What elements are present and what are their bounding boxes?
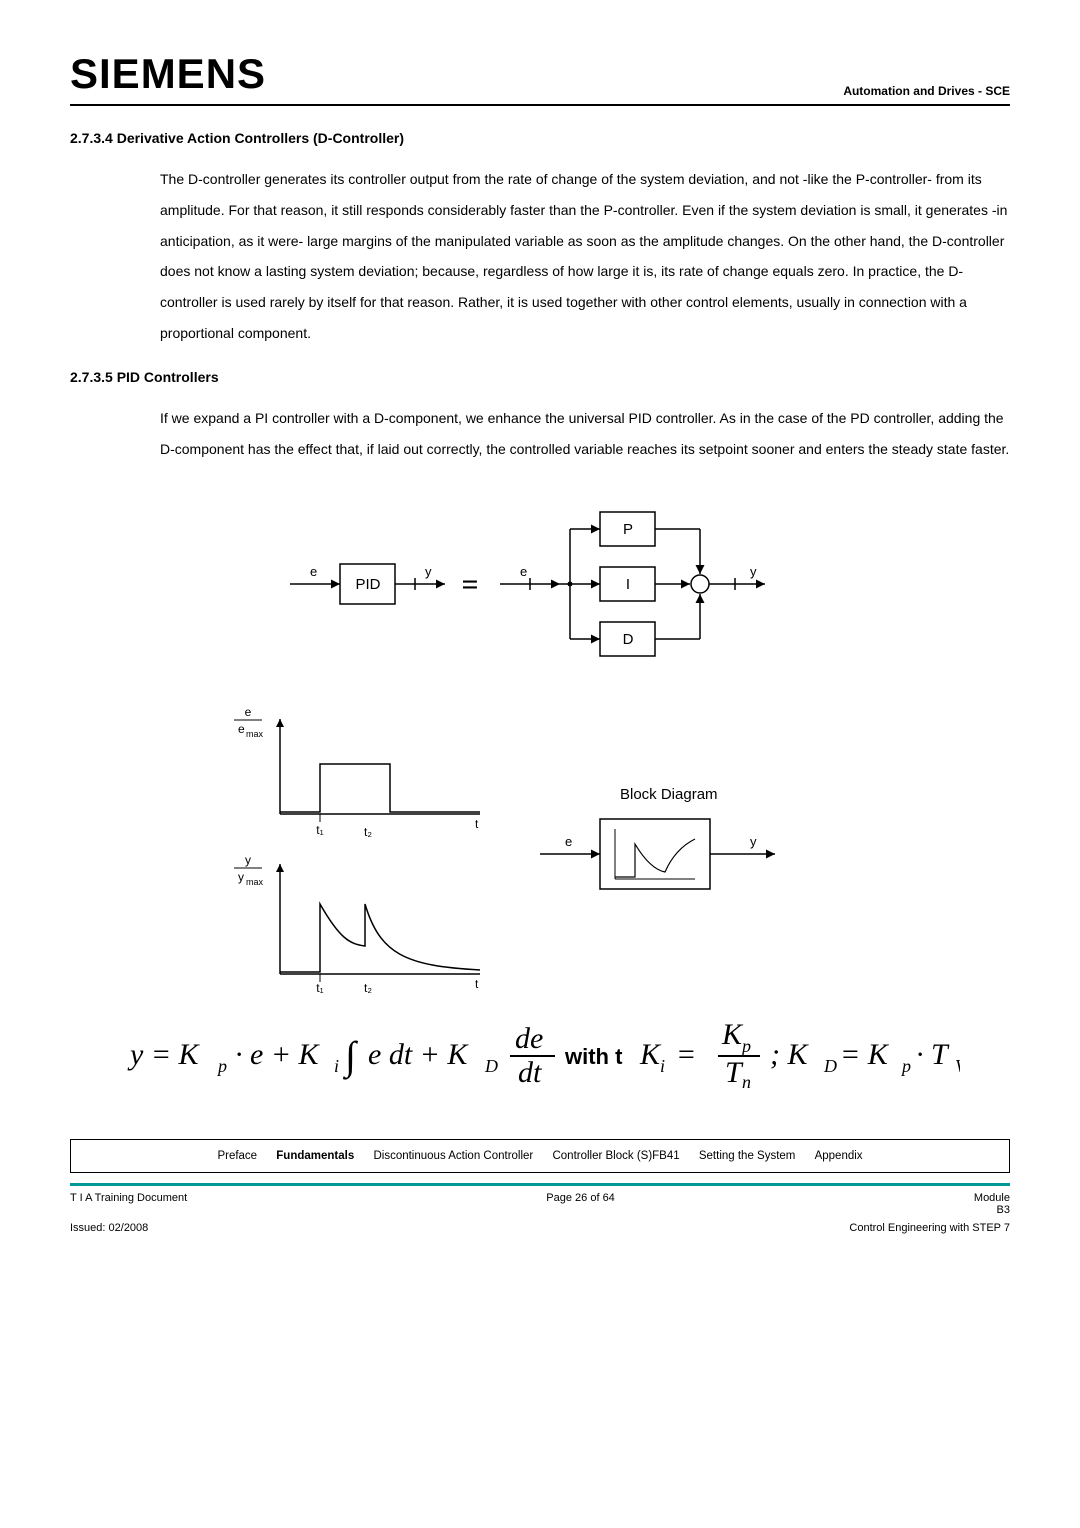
svg-text:i: i xyxy=(334,1056,339,1076)
svg-text:de: de xyxy=(515,1022,543,1055)
t2-bot: t₂ xyxy=(364,981,372,994)
block-diagram-label: Block Diagram xyxy=(620,786,718,803)
box-pid: PID xyxy=(355,576,380,593)
axis2-den-sub: max xyxy=(246,877,264,887)
footer-2: Issued: 02/2008 Control Engineering with… xyxy=(70,1216,1010,1234)
svg-text:i: i xyxy=(660,1056,665,1076)
t2-top: t₂ xyxy=(364,825,372,839)
svg-text:p: p xyxy=(740,1036,751,1056)
logo-text: SIEMENS xyxy=(70,50,266,98)
label-e-right: e xyxy=(520,564,527,579)
axis2-num: y xyxy=(245,853,251,867)
axis1-den: e xyxy=(238,722,245,736)
nav-disc: Discontinuous Action Controller xyxy=(373,1150,533,1162)
footer-left2: Issued: 02/2008 xyxy=(70,1222,148,1234)
svg-text:y = K: y = K xyxy=(127,1038,201,1071)
footer-right1: Module xyxy=(974,1192,1010,1204)
svg-text:p: p xyxy=(900,1056,911,1076)
nav-preface: Preface xyxy=(217,1150,257,1162)
page-header: SIEMENS Automation and Drives - SCE xyxy=(70,50,1010,106)
section-2-title: 2.7.3.5 PID Controllers xyxy=(70,369,1010,385)
svg-text:= K: = K xyxy=(840,1038,890,1071)
axis2-den: y xyxy=(238,870,244,884)
footer: T I A Training Document Page 26 of 64 Mo… xyxy=(70,1186,1010,1216)
svg-text:D: D xyxy=(823,1056,837,1076)
svg-text:V: V xyxy=(955,1056,960,1076)
nav-setting: Setting the System xyxy=(699,1150,796,1162)
eq-with: with t xyxy=(564,1044,623,1069)
step-response-diagram: e e max t₁ t₂ t y y max t₁ t₂ xyxy=(220,704,860,994)
label-y-left: y xyxy=(425,564,432,579)
svg-text:n: n xyxy=(742,1072,751,1092)
block-y: y xyxy=(750,834,757,849)
footer-left1: T I A Training Document xyxy=(70,1192,187,1204)
svg-text:K: K xyxy=(639,1038,662,1071)
section-1-title: 2.7.3.4 Derivative Action Controllers (D… xyxy=(70,130,1010,146)
svg-text:K: K xyxy=(721,1018,744,1051)
block-e: e xyxy=(565,834,572,849)
svg-text:· T: · T xyxy=(916,1038,950,1071)
pid-block-diagram: e PID y = e P I D xyxy=(260,494,820,674)
t1-bot: t₁ xyxy=(316,981,323,994)
nav-box: Preface Fundamentals Discontinuous Actio… xyxy=(70,1139,1010,1173)
svg-text:e dt + K: e dt + K xyxy=(368,1038,469,1071)
section-2-body: If we expand a PI controller with a D-co… xyxy=(160,403,1010,465)
axis1-num: e xyxy=(245,705,252,719)
t1-top: t₁ xyxy=(316,823,323,837)
svg-text:D: D xyxy=(484,1056,498,1076)
footer-right3: Control Engineering with STEP 7 xyxy=(849,1222,1010,1234)
box-i: I xyxy=(626,576,630,593)
figures: e PID y = e P I D xyxy=(70,494,1010,1099)
box-p: P xyxy=(623,521,633,538)
footer-right2: B3 xyxy=(974,1204,1010,1216)
nav-controller-block: Controller Block (S)FB41 xyxy=(552,1150,679,1162)
svg-text:dt: dt xyxy=(518,1056,542,1089)
svg-text:∫: ∫ xyxy=(342,1033,359,1080)
label-y-right: y xyxy=(750,564,757,579)
label-e-left: e xyxy=(310,564,317,579)
nav-appendix: Appendix xyxy=(815,1150,863,1162)
svg-text:· e + K: · e + K xyxy=(235,1038,321,1071)
t-bot: t xyxy=(475,977,479,991)
header-subtitle: Automation and Drives - SCE xyxy=(843,84,1010,98)
t-top: t xyxy=(475,817,479,831)
equals-sign: = xyxy=(461,568,478,601)
section-1-body: The D-controller generates its controlle… xyxy=(160,164,1010,349)
box-d: D xyxy=(623,631,634,648)
svg-text:=: = xyxy=(676,1038,696,1071)
footer-center: Page 26 of 64 xyxy=(546,1192,615,1204)
svg-text:p: p xyxy=(216,1056,227,1076)
equation: y = K p · e + K i ∫ e dt + K D de dt wit… xyxy=(70,1014,1010,1099)
axis1-den-sub: max xyxy=(246,729,264,739)
svg-text:; K: ; K xyxy=(770,1038,809,1071)
nav-fundamentals: Fundamentals xyxy=(276,1150,354,1162)
